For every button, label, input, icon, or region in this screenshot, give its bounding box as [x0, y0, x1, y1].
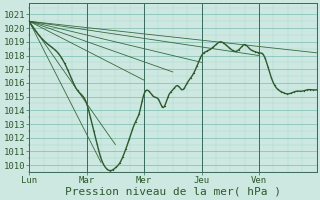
X-axis label: Pression niveau de la mer( hPa ): Pression niveau de la mer( hPa ): [65, 187, 281, 197]
